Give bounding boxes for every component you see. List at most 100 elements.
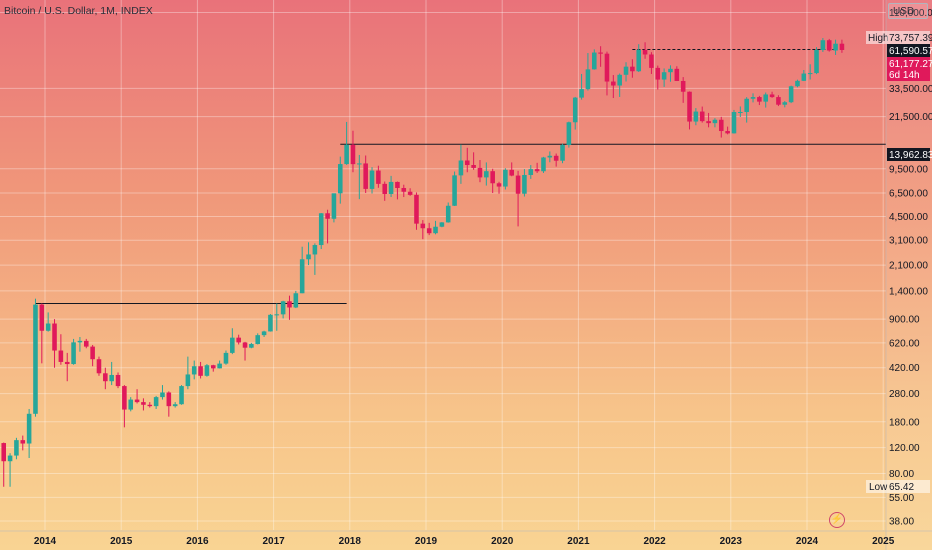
candle [388, 175, 394, 198]
candle [795, 79, 800, 88]
y-tick-label: 4,500.00 [889, 212, 928, 223]
candle [166, 391, 172, 417]
candle-body [782, 102, 788, 105]
candle [433, 220, 438, 235]
candle [769, 91, 775, 98]
candle [801, 69, 807, 82]
candle [160, 385, 165, 400]
candle [274, 303, 280, 331]
candle [255, 333, 261, 345]
price-axis-bg [886, 0, 932, 550]
candle-body [572, 97, 578, 123]
candle-body [585, 69, 591, 90]
candle-body [134, 399, 140, 403]
candle-body [96, 359, 102, 374]
candle [674, 66, 680, 82]
candle [376, 165, 381, 188]
candle [750, 93, 756, 103]
y-tick-label: 6,500.00 [889, 188, 928, 199]
candle [477, 160, 483, 183]
candle-body [337, 164, 343, 194]
candle [363, 155, 368, 193]
x-tick-label: 2021 [567, 536, 590, 547]
candle-body [83, 340, 89, 347]
candle [236, 334, 241, 345]
x-tick-label: 2019 [415, 536, 438, 547]
candle [547, 151, 553, 163]
candle-body [20, 440, 26, 444]
candle-body [839, 43, 845, 50]
candle [649, 52, 654, 74]
candle [71, 338, 76, 365]
candle-body [230, 337, 235, 353]
candle [306, 242, 311, 266]
candle [217, 360, 222, 369]
candle [344, 121, 349, 165]
candle-body [801, 73, 807, 81]
y-tick-label: 55.00 [889, 493, 914, 504]
candle [134, 389, 140, 404]
candle-body [591, 52, 597, 70]
candle [553, 153, 559, 167]
candle-body [274, 314, 280, 316]
candle-body [77, 340, 83, 343]
candle [763, 92, 769, 108]
y-tick-label: 1,400.00 [889, 286, 928, 297]
x-tick-label: 2024 [796, 536, 819, 547]
y-tick-label: 280.00 [889, 389, 920, 400]
candle-body [312, 245, 318, 255]
candle-body [509, 169, 515, 176]
candle-body [223, 352, 229, 364]
candle-body [814, 50, 819, 74]
candle-body [52, 323, 57, 351]
candle-body [820, 40, 826, 51]
y-tick-label: 33,500.00 [889, 84, 932, 95]
candle-body [388, 181, 394, 194]
candle-body [357, 163, 362, 165]
candle [261, 330, 267, 337]
candle-body [7, 455, 13, 462]
candle-body [217, 363, 222, 369]
candle [1, 442, 7, 487]
candle-body [45, 323, 51, 331]
candle [642, 42, 648, 59]
candle [445, 202, 451, 223]
candle-body [611, 81, 616, 86]
candle-body [541, 157, 546, 172]
candle [382, 181, 388, 201]
candle-body [490, 171, 495, 184]
candle-body [630, 66, 635, 72]
candle [598, 46, 603, 67]
candle-body [14, 440, 19, 456]
time-axis[interactable]: 2014 2015 2016 2017 2018 2019 2020 2021 2022 2023… [0, 530, 932, 547]
candle-body [579, 89, 584, 98]
high-label: High [868, 33, 889, 44]
currency-selector[interactable]: USD [888, 3, 928, 19]
candle [293, 290, 299, 309]
candle-body [788, 86, 794, 103]
y-tick-label: 900.00 [889, 315, 920, 326]
candle-body [210, 365, 216, 369]
candle [191, 360, 197, 380]
candle [147, 402, 153, 408]
candle [833, 39, 838, 55]
candles [1, 38, 845, 487]
candle [566, 121, 572, 148]
candle [115, 372, 121, 389]
price-axis[interactable]: 110,000.00 33,500.00 21,500.00 9,500.00 6,50… [885, 0, 932, 550]
candle-body [115, 374, 121, 387]
candle-body [477, 167, 483, 178]
candle [141, 398, 146, 411]
candle-body [26, 413, 32, 444]
candle-body [776, 97, 781, 105]
candle [350, 130, 356, 173]
grid-lines [0, 0, 886, 530]
candle-body [674, 68, 680, 81]
candle [452, 171, 457, 207]
candle [630, 59, 635, 78]
candle-body [757, 97, 762, 102]
y-tick-label: 620.00 [889, 338, 920, 349]
candle [515, 170, 521, 227]
